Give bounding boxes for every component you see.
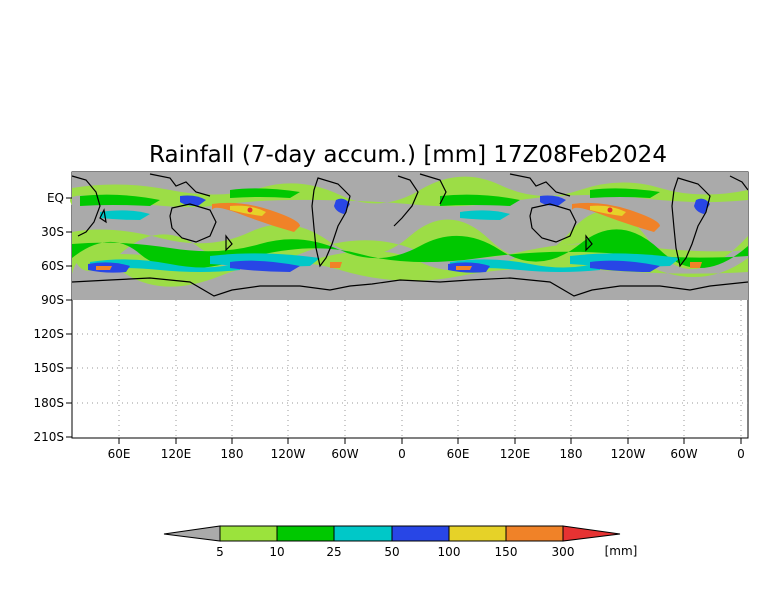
x-tick-label: 0 [398, 447, 406, 461]
x-axis: 60E 120E 180 120W 60W 0 60E 120E 180 120… [108, 438, 745, 461]
y-axis: EQ 30S 60S 90S 120S 150S 180S 210S [33, 191, 72, 444]
y-tick-label: 90S [41, 293, 64, 307]
colorbar-under-arrow [163, 525, 221, 542]
very-heavy-rain-bands [88, 195, 710, 273]
y-tick-label: EQ [47, 191, 64, 205]
coastlines [71, 173, 749, 297]
y-tick-label: 150S [33, 361, 64, 375]
x-tick-label: 0 [737, 447, 745, 461]
rainfall-field [70, 172, 749, 300]
colorbar-label: 10 [269, 545, 284, 559]
colorbar-label: 5 [216, 545, 224, 559]
colorbar-over-arrow [562, 525, 621, 542]
x-tick-label: 120E [500, 447, 531, 461]
coastline-australia-left [169, 203, 217, 243]
colorbar-label: 150 [495, 545, 518, 559]
coastline-asia-right [509, 173, 571, 197]
coastline-australia-right [529, 203, 577, 243]
colorbar-swatch [219, 525, 278, 542]
coastline-africa-left [71, 175, 101, 237]
colorbar-label: 25 [326, 545, 341, 559]
coastline-asia-left [149, 173, 211, 197]
colorbar-swatch [448, 525, 507, 542]
x-tick-label: 60W [331, 447, 358, 461]
colorbar-swatch [333, 525, 393, 542]
x-tick-label: 120W [611, 447, 646, 461]
coastline-antarctica [71, 277, 749, 297]
colorbar [163, 525, 621, 542]
coastline-south-america-left [311, 177, 351, 268]
coastline-south-america-right [671, 177, 711, 268]
y-tick-label: 120S [33, 327, 64, 341]
colorbar-label: 300 [552, 545, 575, 559]
colorbar-swatch [391, 525, 450, 542]
map-title: Rainfall (7-day accum.) [mm] 17Z08Feb202… [149, 142, 667, 168]
y-tick-label: 60S [41, 259, 64, 273]
colorbar-label: 50 [384, 545, 399, 559]
y-tick-label: 180S [33, 396, 64, 410]
x-tick-label: 60E [447, 447, 470, 461]
colorbar-labels: 5 10 25 50 100 150 300 [mm] [216, 544, 637, 559]
x-tick-label: 60E [108, 447, 131, 461]
grid-lines [72, 300, 748, 438]
colorbar-label: 100 [438, 545, 461, 559]
x-tick-label: 180 [560, 447, 583, 461]
y-tick-label: 210S [33, 430, 64, 444]
x-tick-label: 120E [161, 447, 192, 461]
x-tick-label: 60W [670, 447, 697, 461]
colorbar-swatch [505, 525, 564, 542]
colorbar-unit: [mm] [605, 544, 638, 558]
x-tick-label: 120W [271, 447, 306, 461]
y-tick-label: 30S [41, 225, 64, 239]
colorbar-swatch [276, 525, 335, 542]
x-tick-label: 180 [221, 447, 244, 461]
extreme-rain-cores [96, 202, 702, 270]
